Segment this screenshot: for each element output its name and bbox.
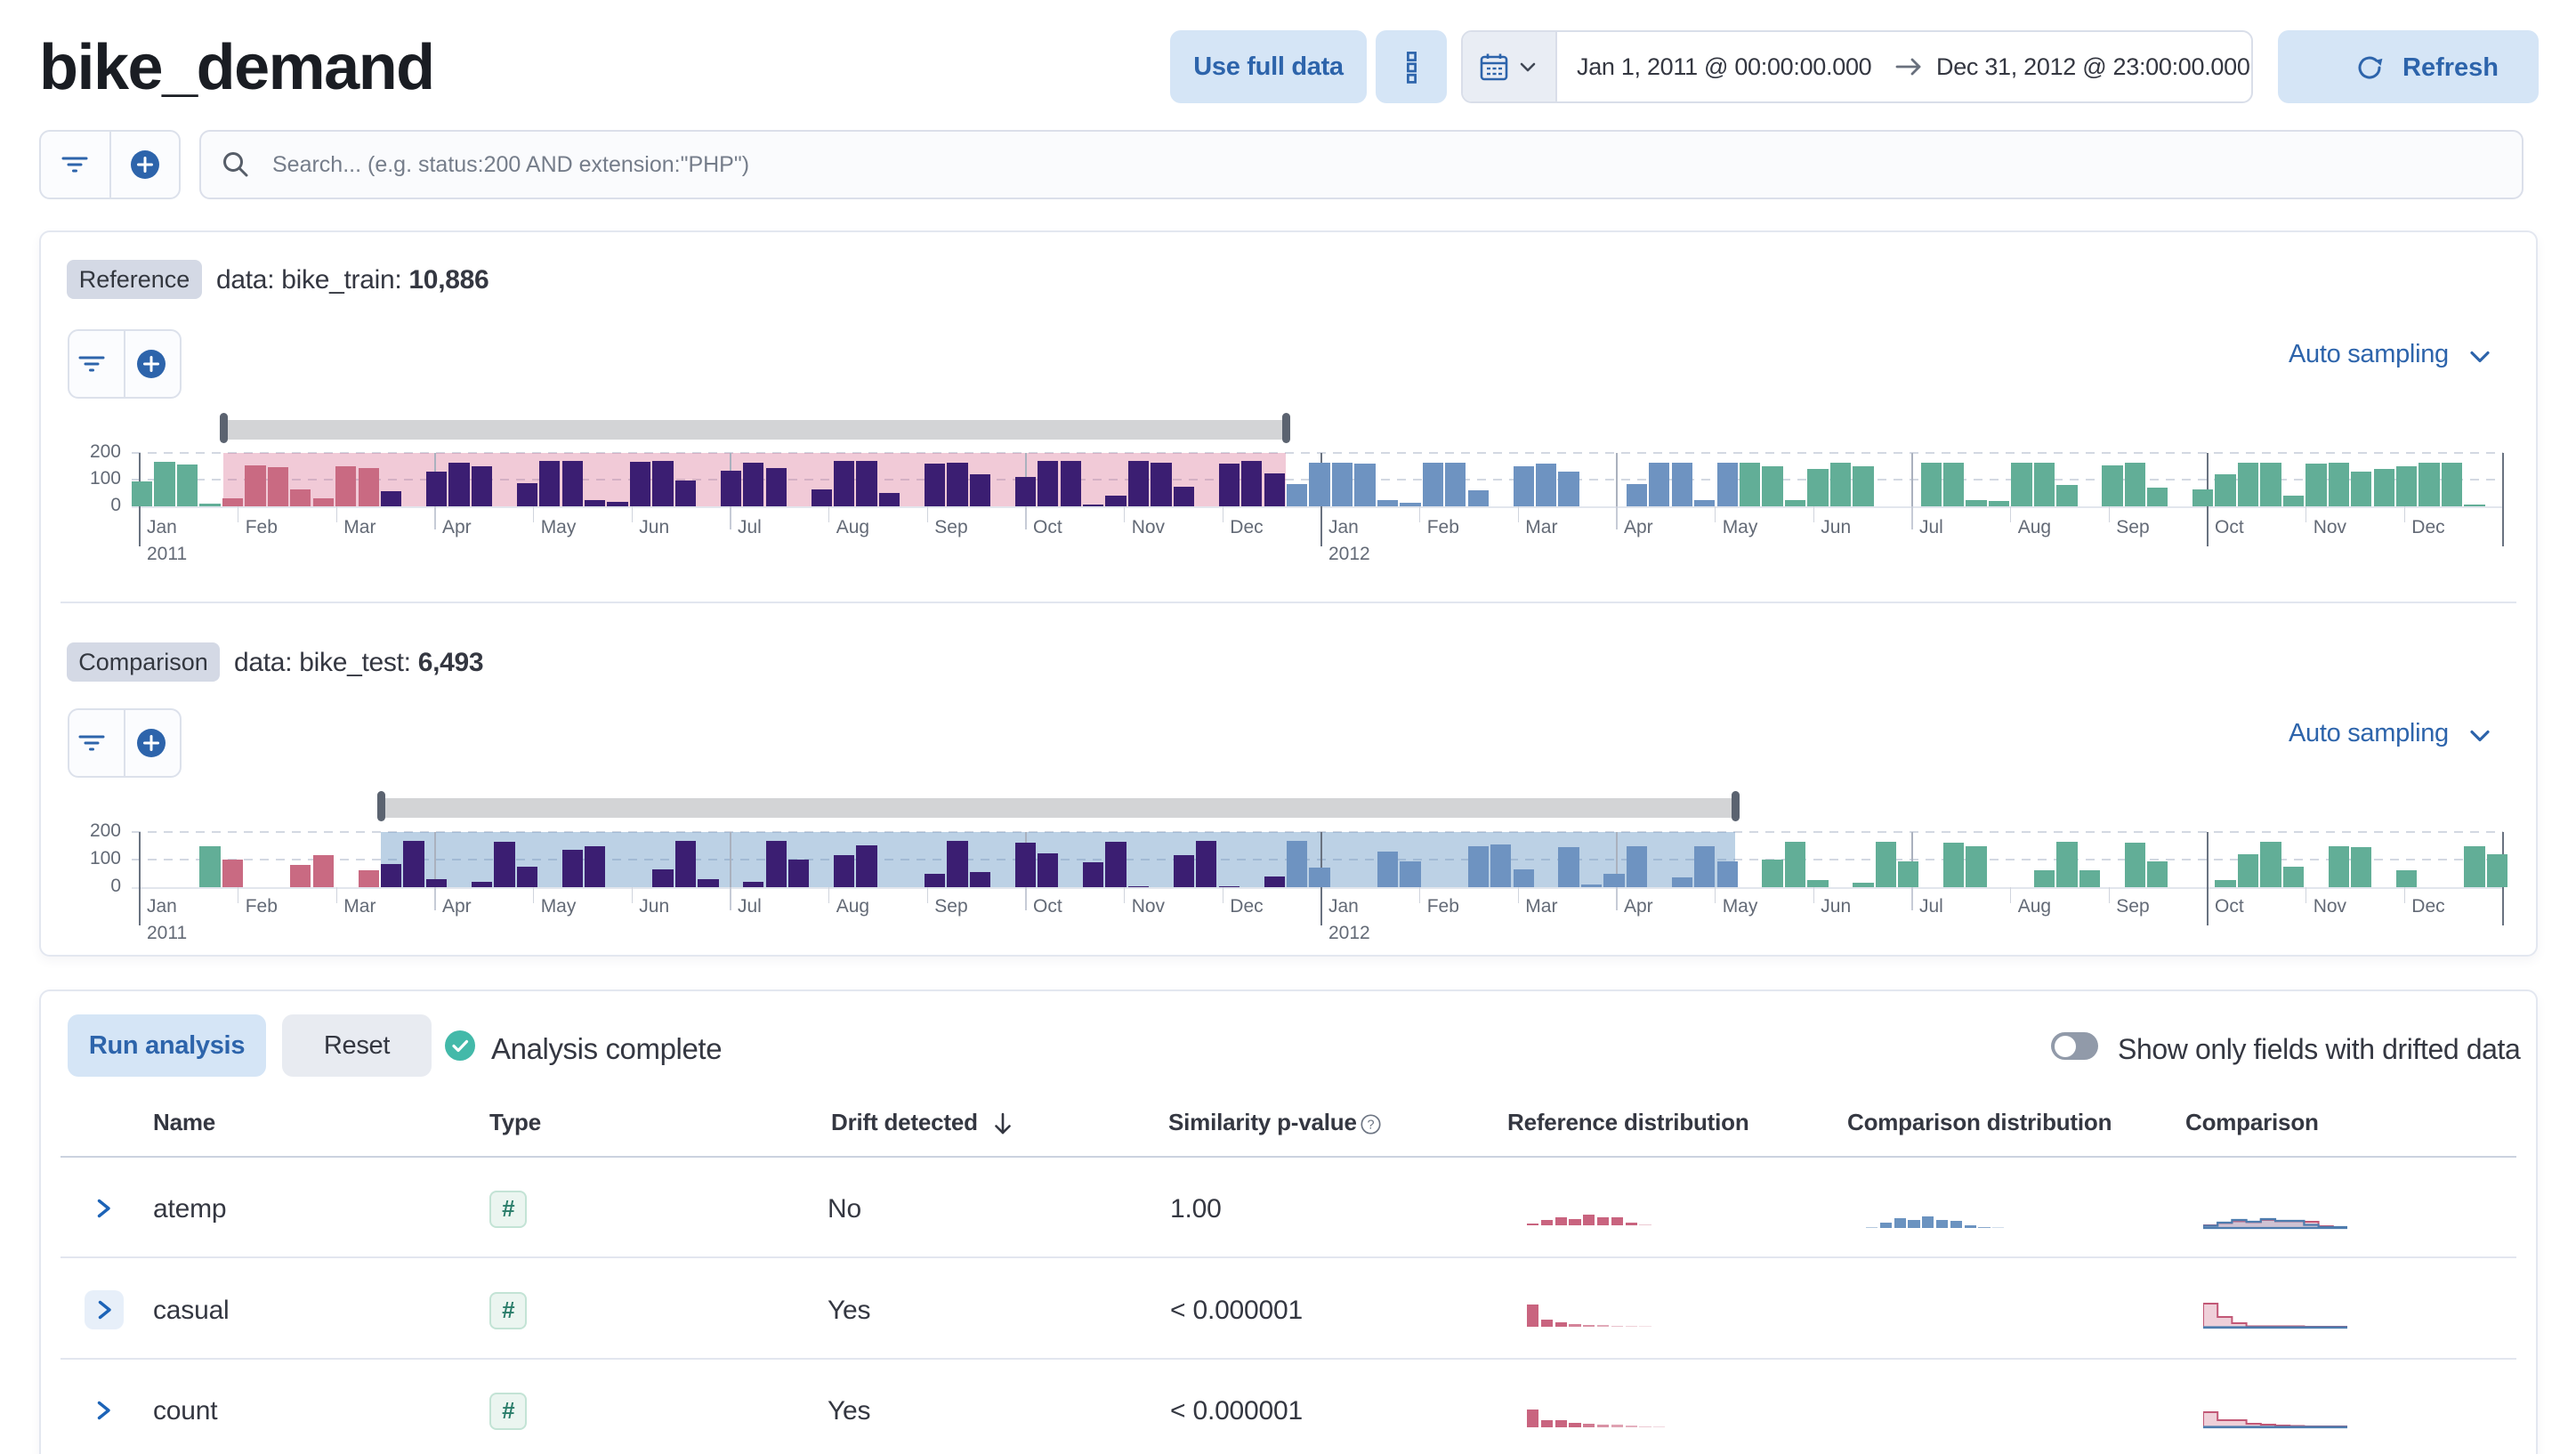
svg-text:?: ? (1367, 1119, 1374, 1133)
